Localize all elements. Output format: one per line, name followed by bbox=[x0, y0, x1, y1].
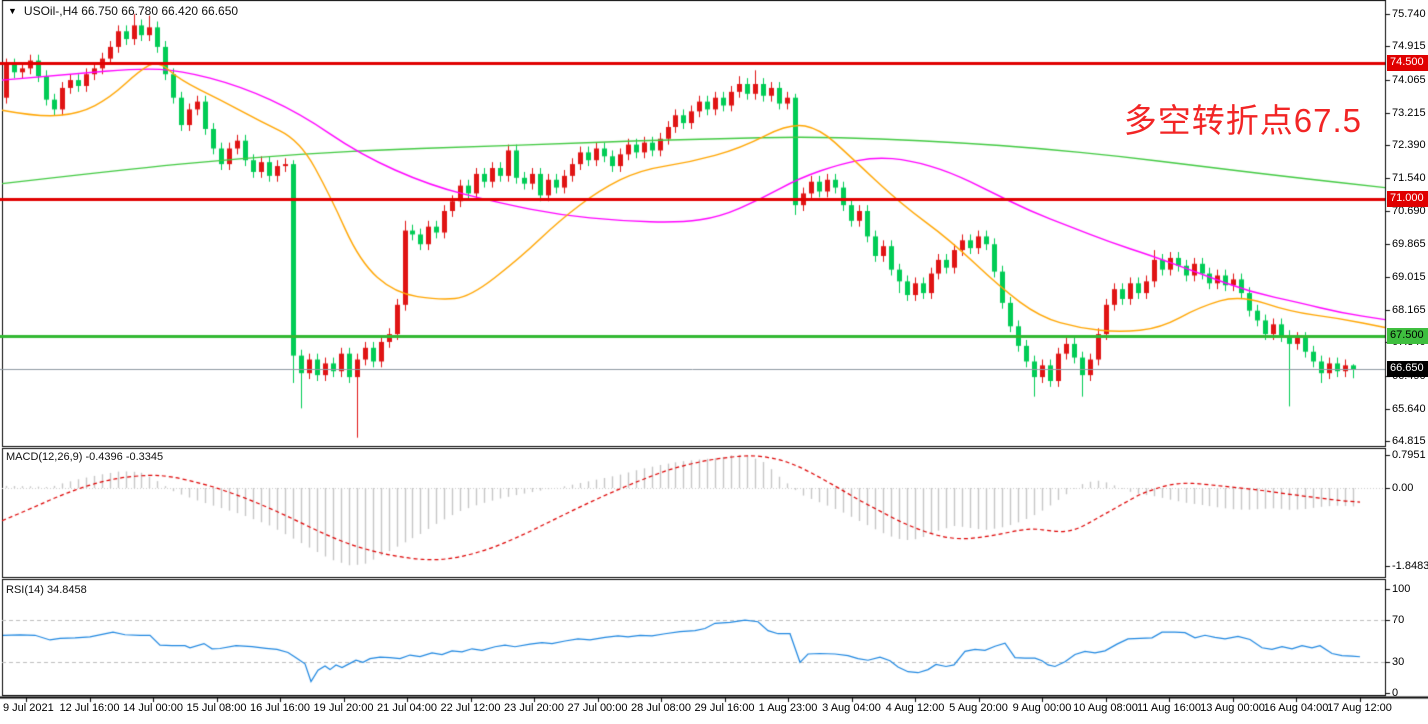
trading-terminal-chart: ▼ USOil-,H4 66.750 66.780 66.420 66.650 … bbox=[0, 0, 1428, 724]
chart-canvas[interactable] bbox=[0, 0, 1428, 724]
